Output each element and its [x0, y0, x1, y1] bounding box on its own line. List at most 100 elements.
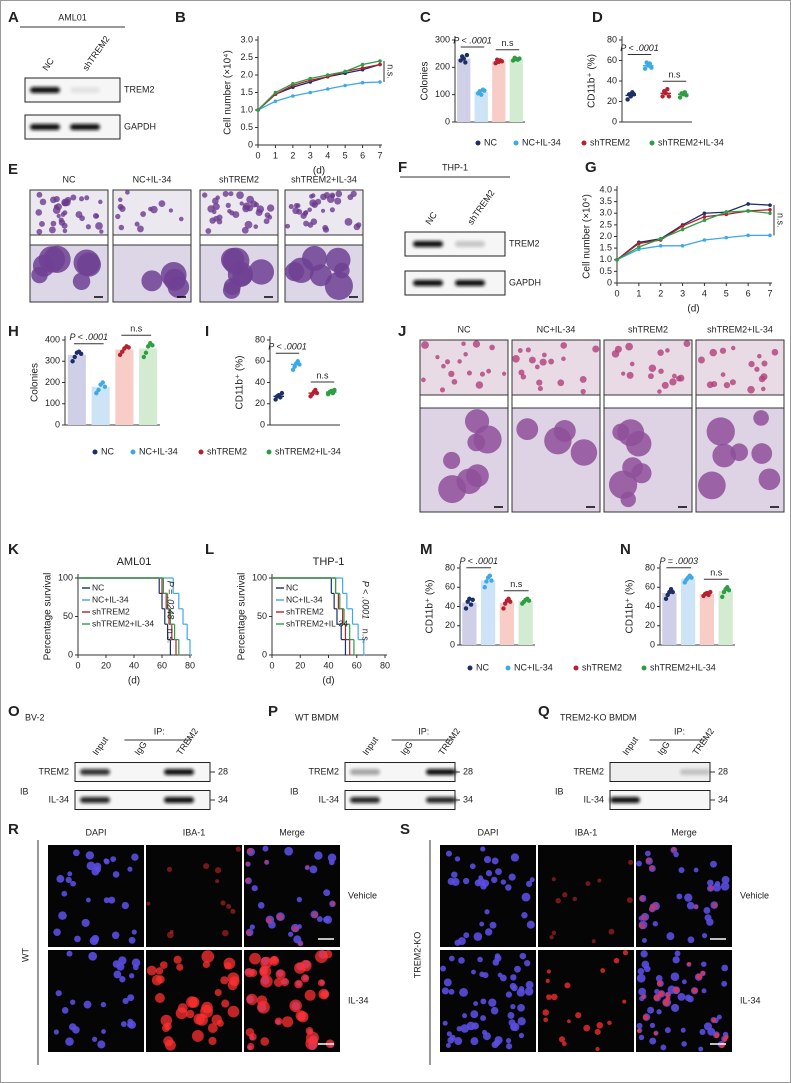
y-tick-label: 20 — [255, 398, 265, 408]
cell — [489, 344, 495, 351]
y-tick-label: 50 — [257, 611, 267, 621]
cell — [684, 994, 692, 1002]
cell — [671, 1003, 680, 1012]
y-tick-label: 2.5 — [599, 219, 612, 229]
annotation: P = .0003 — [660, 556, 698, 566]
cell — [230, 908, 236, 914]
column-label: Merge — [671, 827, 697, 837]
cell — [681, 979, 687, 985]
cell — [320, 990, 329, 999]
cell — [472, 340, 481, 348]
cell — [118, 197, 123, 203]
cell — [645, 857, 653, 865]
data-point — [746, 209, 750, 213]
data-point — [378, 62, 382, 67]
data-point — [746, 202, 750, 206]
band — [164, 797, 194, 803]
cell — [751, 443, 773, 464]
cell — [260, 1037, 270, 1046]
cell — [257, 902, 265, 909]
cell — [185, 1009, 195, 1019]
cell — [757, 353, 762, 359]
bar — [481, 580, 496, 645]
annotation: P < .0001 — [70, 332, 108, 342]
cell — [660, 1044, 667, 1051]
cell — [626, 371, 634, 379]
cell — [70, 194, 77, 201]
cell — [421, 377, 426, 383]
cell — [657, 349, 664, 356]
cell — [445, 850, 452, 857]
lane-label: shTREM2 — [80, 34, 111, 73]
column-label: NC+IL-34 — [133, 174, 172, 184]
panel-letter: L — [205, 541, 214, 558]
data-point — [720, 594, 725, 600]
cell — [495, 868, 502, 876]
cell — [264, 859, 270, 865]
cell — [680, 1027, 686, 1033]
legend-label: shTREM2 — [582, 662, 622, 672]
data-point — [291, 81, 295, 86]
y-tick-label: 1.5 — [240, 87, 253, 97]
data-point — [724, 210, 729, 214]
cell — [67, 871, 73, 877]
cell — [273, 978, 283, 987]
cell — [548, 358, 555, 365]
cell — [466, 1021, 476, 1031]
row-label: Vehicle — [740, 890, 769, 900]
cell — [707, 884, 714, 892]
band — [426, 769, 456, 775]
cell — [525, 880, 533, 887]
cell — [292, 925, 299, 933]
cell — [641, 994, 646, 999]
cell — [269, 955, 280, 966]
cell — [334, 197, 342, 205]
cell — [638, 915, 644, 921]
data-point — [726, 587, 732, 593]
data-point — [117, 352, 123, 358]
cell — [711, 902, 718, 909]
data-point — [663, 596, 669, 601]
cell — [188, 996, 200, 1008]
cell — [592, 345, 600, 353]
x-tick-label: 80 — [185, 660, 195, 670]
cell — [61, 1007, 69, 1014]
cell — [316, 916, 323, 922]
cell — [245, 930, 252, 937]
cell — [462, 1013, 468, 1019]
cell — [747, 385, 755, 394]
cell — [534, 364, 540, 370]
cell — [222, 929, 229, 937]
cell — [526, 920, 535, 929]
cell — [441, 363, 446, 369]
zoom-connector — [112, 235, 192, 245]
series-line — [616, 210, 771, 261]
x-tick-label: 5 — [343, 150, 348, 160]
cell — [95, 222, 103, 230]
cell — [506, 1043, 513, 1050]
cell-line-label: WT BMDM — [295, 712, 339, 722]
lane-label: Input — [620, 734, 640, 757]
cell — [607, 1020, 612, 1026]
cell — [657, 389, 662, 394]
cell — [266, 204, 275, 212]
cell — [510, 974, 517, 981]
marker-label: 34 — [463, 794, 473, 804]
cell — [678, 867, 685, 874]
cell — [108, 896, 116, 904]
cell — [721, 875, 730, 884]
data-point — [143, 350, 149, 355]
y-tick-label: 4.0 — [599, 184, 612, 194]
cell — [103, 858, 109, 864]
cell — [249, 924, 255, 930]
cell — [72, 849, 80, 857]
cell — [459, 987, 469, 997]
cell — [303, 220, 310, 227]
data-point — [467, 596, 472, 601]
cell — [129, 973, 135, 979]
cell — [288, 204, 294, 210]
cell — [131, 929, 137, 935]
data-point — [642, 66, 648, 71]
data-point — [100, 380, 105, 385]
cell — [268, 921, 276, 929]
